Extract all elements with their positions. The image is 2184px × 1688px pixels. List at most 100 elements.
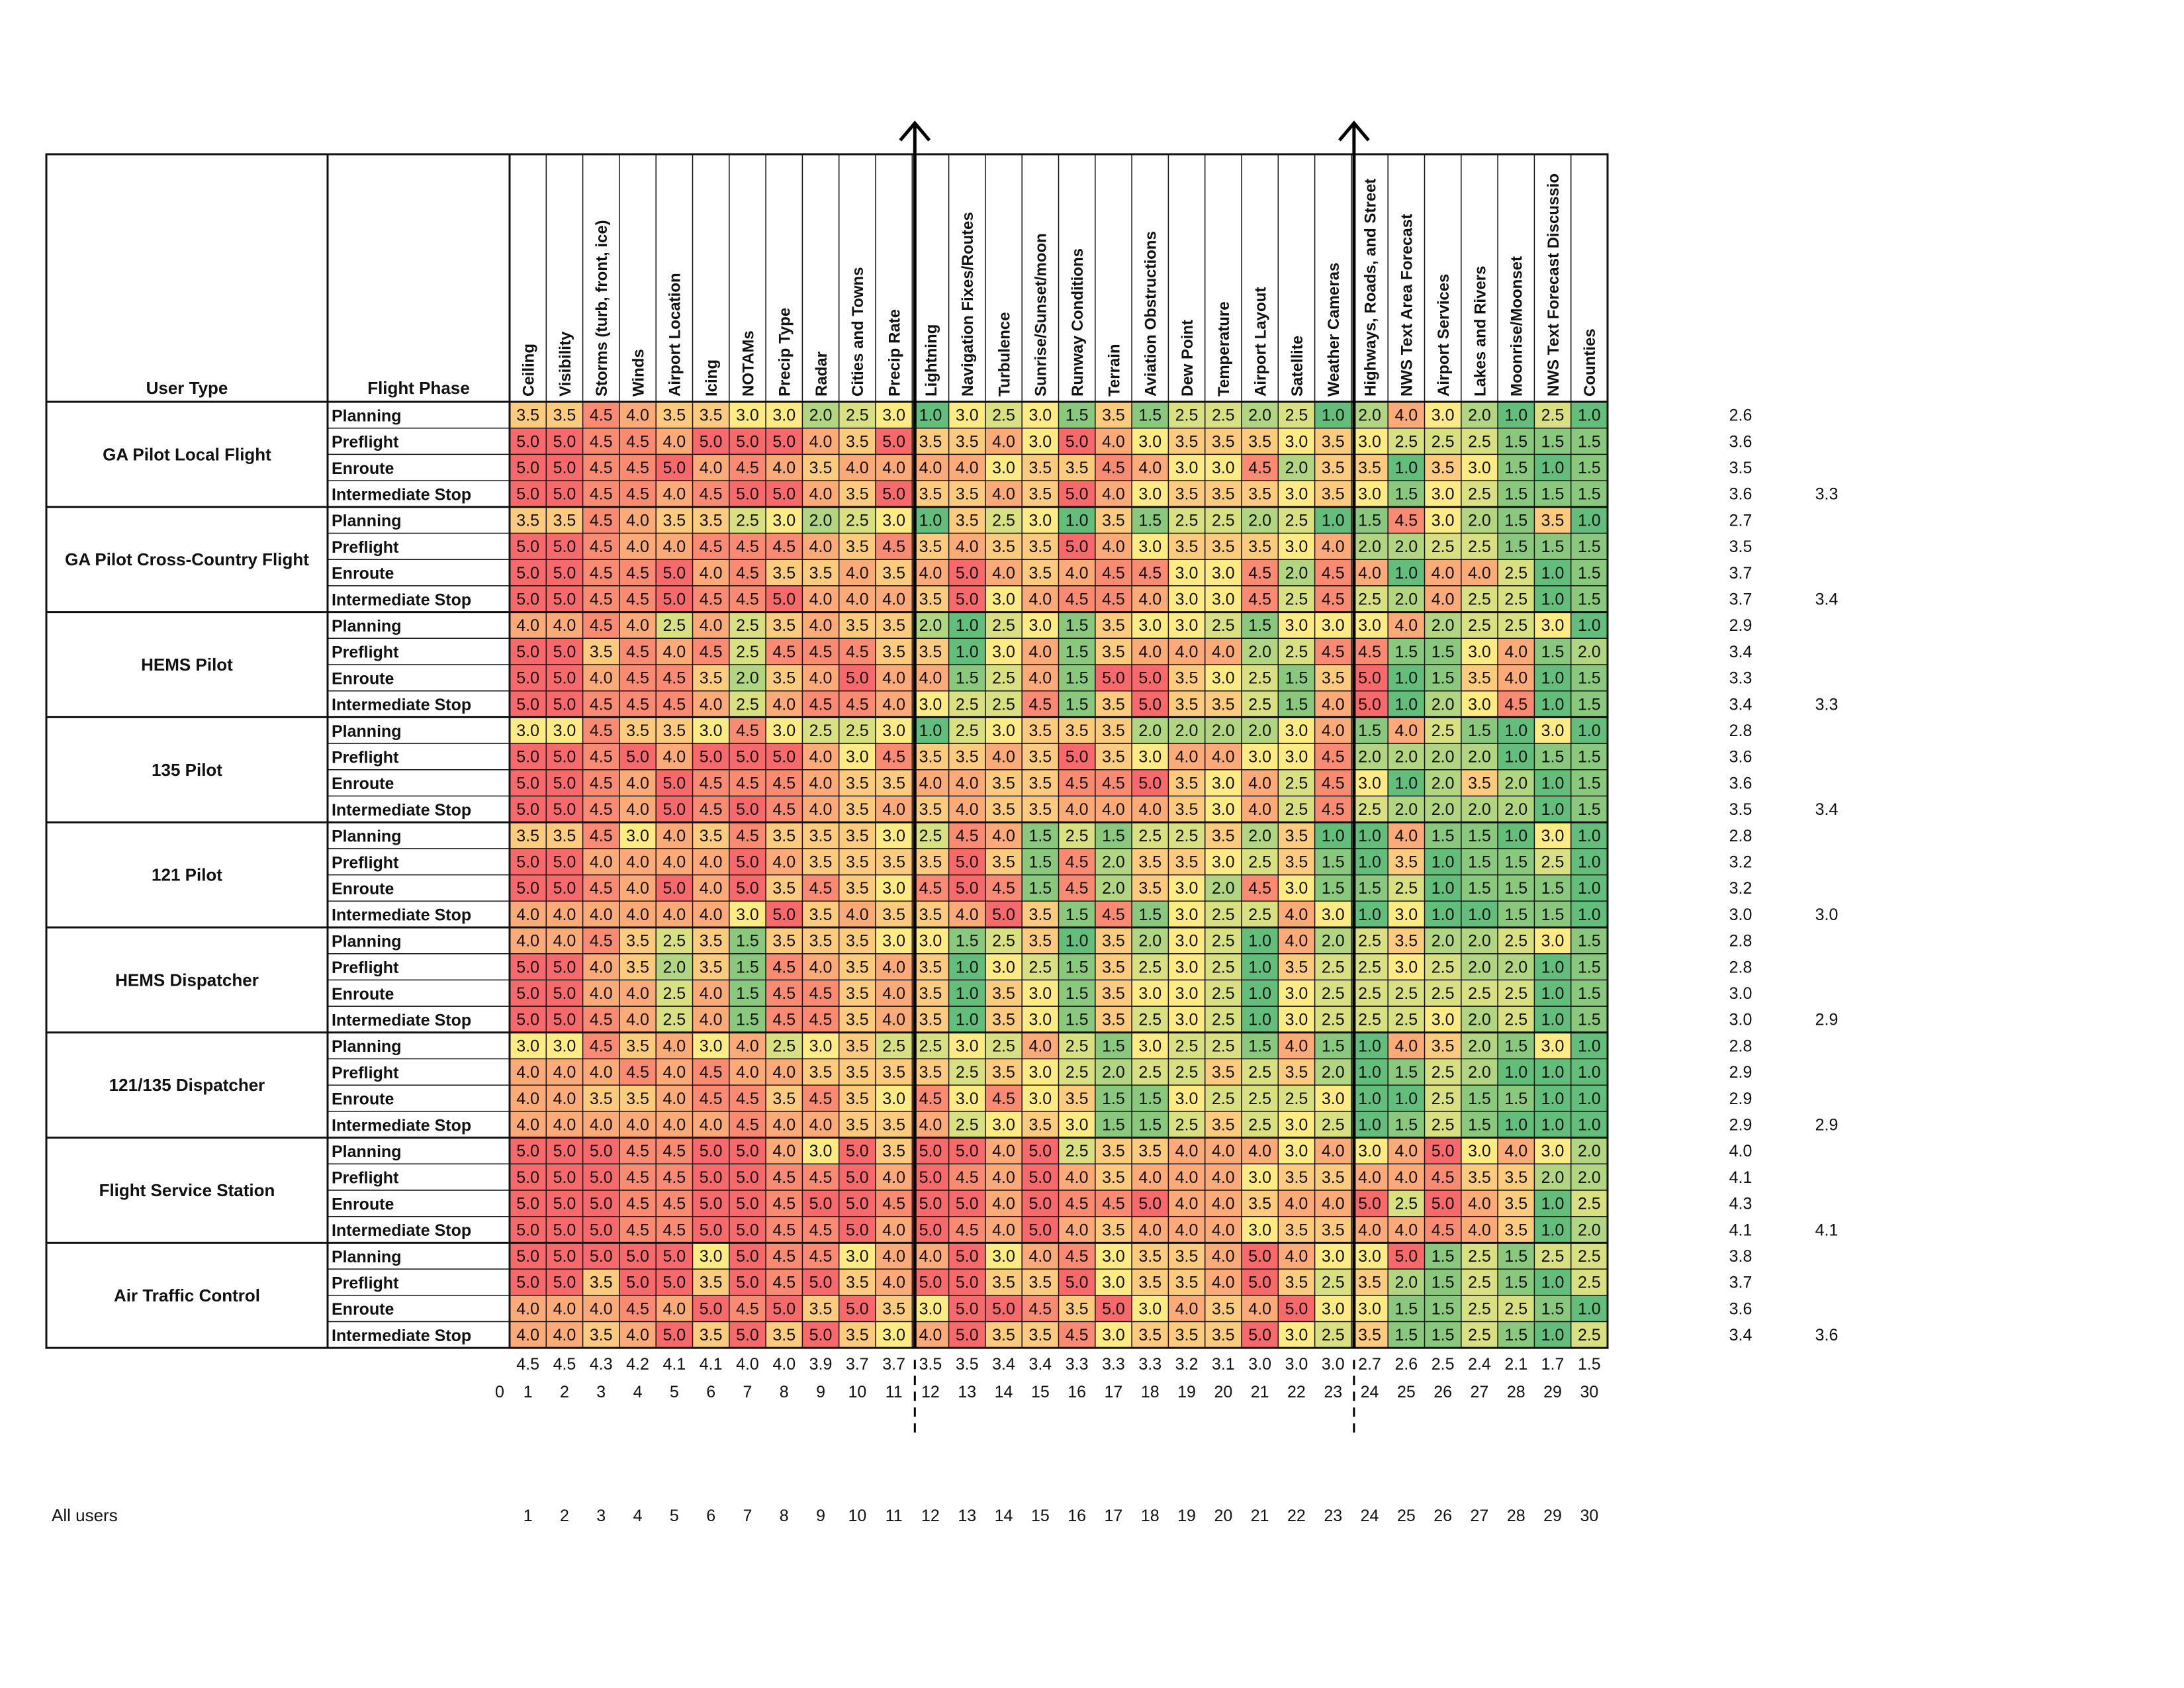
cell-value: 1.5 xyxy=(1138,511,1161,530)
heatmap-cell xyxy=(1095,454,1132,481)
heatmap-cell xyxy=(619,874,657,902)
cell-value: 3.0 xyxy=(919,695,942,714)
cell-value: 3.0 xyxy=(1212,669,1235,688)
cell-value: 1.0 xyxy=(1504,748,1527,767)
heatmap-cell xyxy=(766,901,803,927)
heatmap-cell xyxy=(1095,927,1132,954)
heatmap-cell xyxy=(839,901,876,927)
heatmap-cell xyxy=(948,612,985,639)
heatmap-cell xyxy=(1351,638,1388,665)
cell-value: 3.5 xyxy=(846,827,869,845)
cell-value: 1.0 xyxy=(1578,879,1601,898)
cell-value: 3.5 xyxy=(553,406,576,425)
cell-value: 5.0 xyxy=(553,643,576,661)
cell-value: 2.5 xyxy=(1468,1247,1491,1266)
cell-value: 1.0 xyxy=(1066,932,1089,951)
heatmap-cell xyxy=(546,769,583,796)
cell-value: 4.5 xyxy=(846,643,869,661)
heatmap-cell xyxy=(1570,743,1608,770)
cell-value: 4.0 xyxy=(626,1115,649,1134)
heatmap-cell xyxy=(1095,1058,1132,1086)
heatmap-cell xyxy=(729,1085,766,1111)
flight-phase-label: Preflight xyxy=(332,643,399,662)
heatmap-cell xyxy=(802,1111,839,1138)
rank-label: 30 xyxy=(1580,1383,1598,1401)
cell-value: 3.5 xyxy=(846,958,869,976)
heatmap-cell xyxy=(1095,428,1132,455)
cell-value: 1.5 xyxy=(1468,722,1491,740)
cell-value: 1.0 xyxy=(1322,511,1345,530)
heatmap-cell xyxy=(656,665,693,691)
column-header: NWS Text Area Forecast xyxy=(1398,214,1416,397)
heatmap-cell xyxy=(1132,1058,1169,1086)
cell-value: 3.0 xyxy=(772,722,796,740)
cell-value: 3.5 xyxy=(882,1115,905,1134)
heatmap-cell xyxy=(839,665,876,691)
heatmap-cell xyxy=(1534,1295,1571,1322)
heatmap-cell xyxy=(1461,612,1498,639)
heatmap-cell xyxy=(619,1058,657,1086)
cell-value: 3.5 xyxy=(1102,406,1125,425)
cell-value: 4.5 xyxy=(1248,590,1271,608)
heatmap-cell xyxy=(656,1058,693,1086)
heatmap-cell xyxy=(1314,1216,1351,1243)
cell-value: 2.0 xyxy=(1468,1063,1491,1082)
cell-value: 2.0 xyxy=(1432,748,1455,767)
cell-value: 3.0 xyxy=(1138,748,1161,767)
heatmap-cell xyxy=(1058,533,1095,560)
heatmap-cell xyxy=(1205,481,1242,507)
heatmap-cell xyxy=(766,743,803,770)
cell-value: 4.0 xyxy=(1212,643,1235,661)
cell-value: 1.5 xyxy=(1468,1115,1491,1134)
cell-value: 4.0 xyxy=(1394,616,1418,635)
cell-value: 3.5 xyxy=(700,669,723,688)
heatmap-cell xyxy=(729,402,766,428)
cell-value: 3.5 xyxy=(1175,774,1199,792)
heatmap-cell xyxy=(1351,559,1388,586)
cell-value: 4.5 xyxy=(882,1195,905,1213)
cell-value: 3.5 xyxy=(1028,1326,1052,1344)
heatmap-cell xyxy=(1205,980,1242,1007)
heatmap-cell xyxy=(1278,953,1315,980)
cell-value: 4.0 xyxy=(809,538,833,556)
heatmap-cell xyxy=(1205,874,1242,902)
cell-value: 4.0 xyxy=(809,485,833,504)
row-average: 3.7 xyxy=(1729,590,1752,608)
cell-value: 3.0 xyxy=(919,932,942,951)
cell-value: 3.5 xyxy=(809,459,833,477)
heatmap-cell xyxy=(546,1058,583,1086)
heatmap-cell xyxy=(876,402,913,428)
heatmap-cell xyxy=(1351,1269,1388,1295)
heatmap-cell xyxy=(766,796,803,823)
cell-value: 2.5 xyxy=(846,511,869,530)
heatmap-cell xyxy=(1022,980,1059,1007)
cell-value: 5.0 xyxy=(736,748,759,767)
heatmap-cell xyxy=(582,1216,619,1243)
heatmap-cell xyxy=(510,1295,547,1322)
cell-value: 3.0 xyxy=(1541,1142,1565,1160)
cell-value: 3.5 xyxy=(882,906,905,924)
heatmap-cell xyxy=(839,1111,876,1138)
cell-value: 2.0 xyxy=(1212,879,1235,898)
column-header: Winds xyxy=(629,349,647,397)
cell-value: 3.0 xyxy=(626,827,649,845)
cell-value: 4.0 xyxy=(772,1115,796,1134)
heatmap-cell xyxy=(948,638,985,665)
heatmap-cell xyxy=(1388,454,1425,481)
heatmap-cell xyxy=(985,1269,1023,1295)
cell-value: 3.5 xyxy=(1358,459,1381,477)
cell-value: 1.5 xyxy=(1541,1299,1565,1318)
cell-value: 3.0 xyxy=(1138,1299,1161,1318)
cell-value: 4.0 xyxy=(516,616,539,635)
cell-value: 4.5 xyxy=(626,669,649,688)
heatmap-cell xyxy=(1498,690,1535,718)
rank-label: 7 xyxy=(743,1383,752,1401)
heatmap-cell xyxy=(948,428,985,455)
cell-value: 5.0 xyxy=(956,564,979,583)
heatmap-cell xyxy=(692,717,729,744)
heatmap-cell xyxy=(1242,1295,1279,1322)
cell-value: 4.0 xyxy=(1028,1037,1052,1055)
heatmap-cell xyxy=(1022,874,1059,902)
cell-value: 1.5 xyxy=(1504,459,1527,477)
rank-label: 3 xyxy=(596,1383,606,1401)
